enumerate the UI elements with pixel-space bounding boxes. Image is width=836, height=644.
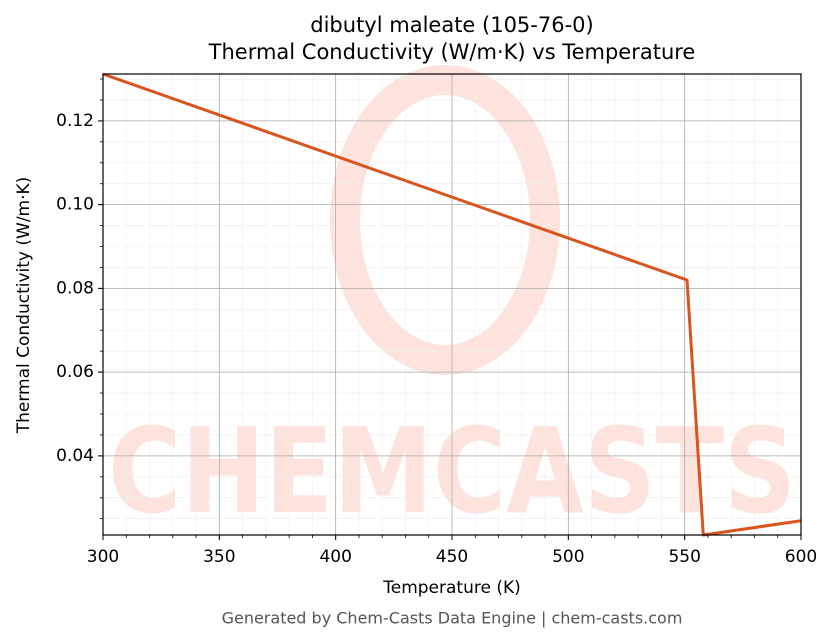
x-tick-label: 450	[436, 547, 468, 567]
plot-frame	[102, 73, 802, 536]
x-tick-label: 350	[203, 547, 235, 567]
data-line	[103, 72, 801, 537]
x-tick-label: 600	[785, 547, 817, 567]
y-tick-label: 0.08	[56, 278, 94, 298]
y-tick-label: 0.04	[56, 446, 94, 466]
footer: Generated by Chem-Casts Data Engine | ch…	[222, 609, 683, 628]
x-tick-label: 500	[552, 547, 584, 567]
chart-title: dibutyl maleate (105-76-0)	[310, 13, 593, 37]
y-tick-label: 0.10	[56, 195, 94, 215]
x-axis-label: Temperature (K)	[382, 578, 521, 598]
y-axis-label: Thermal Conductivity (W/m·K)	[14, 177, 34, 435]
y-tick-label: 0.12	[56, 111, 94, 131]
y-tick-label: 0.06	[56, 362, 94, 382]
x-tick-label: 300	[87, 547, 119, 567]
chart-subtitle: Thermal Conductivity (W/m·K) vs Temperat…	[208, 40, 696, 64]
x-tick-label: 400	[319, 547, 351, 567]
x-tick-label: 550	[668, 547, 700, 567]
